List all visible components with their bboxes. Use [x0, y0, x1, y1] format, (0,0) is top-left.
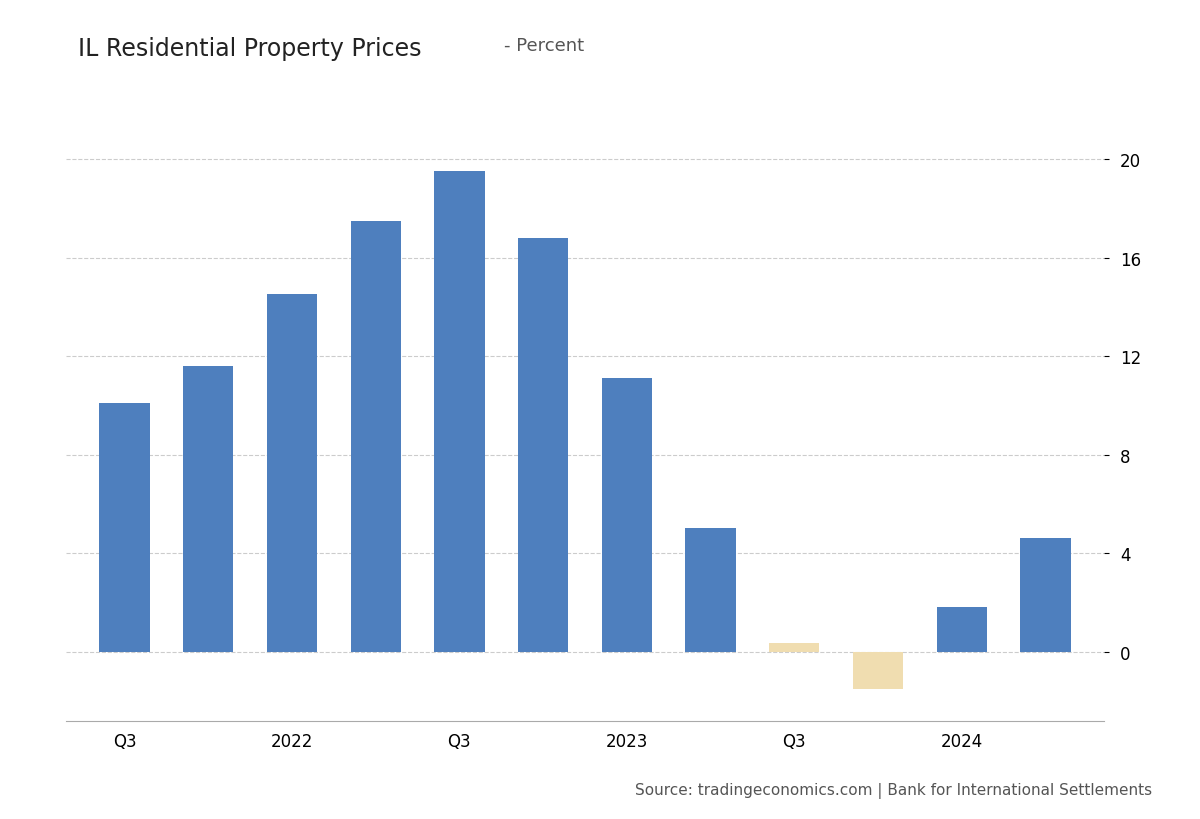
Text: - Percent: - Percent	[504, 37, 584, 55]
Text: Source: tradingeconomics.com | Bank for International Settlements: Source: tradingeconomics.com | Bank for …	[635, 782, 1152, 799]
Bar	[266, 295, 317, 652]
Bar	[685, 529, 736, 652]
Bar	[350, 221, 401, 652]
Bar	[769, 643, 820, 652]
Bar	[434, 172, 485, 652]
Bar	[184, 366, 234, 652]
Bar	[100, 403, 150, 652]
Bar	[1020, 539, 1070, 652]
Bar	[518, 238, 569, 652]
Bar	[853, 652, 904, 689]
Text: IL Residential Property Prices: IL Residential Property Prices	[78, 37, 421, 61]
Bar	[936, 608, 986, 652]
Bar	[601, 378, 652, 652]
